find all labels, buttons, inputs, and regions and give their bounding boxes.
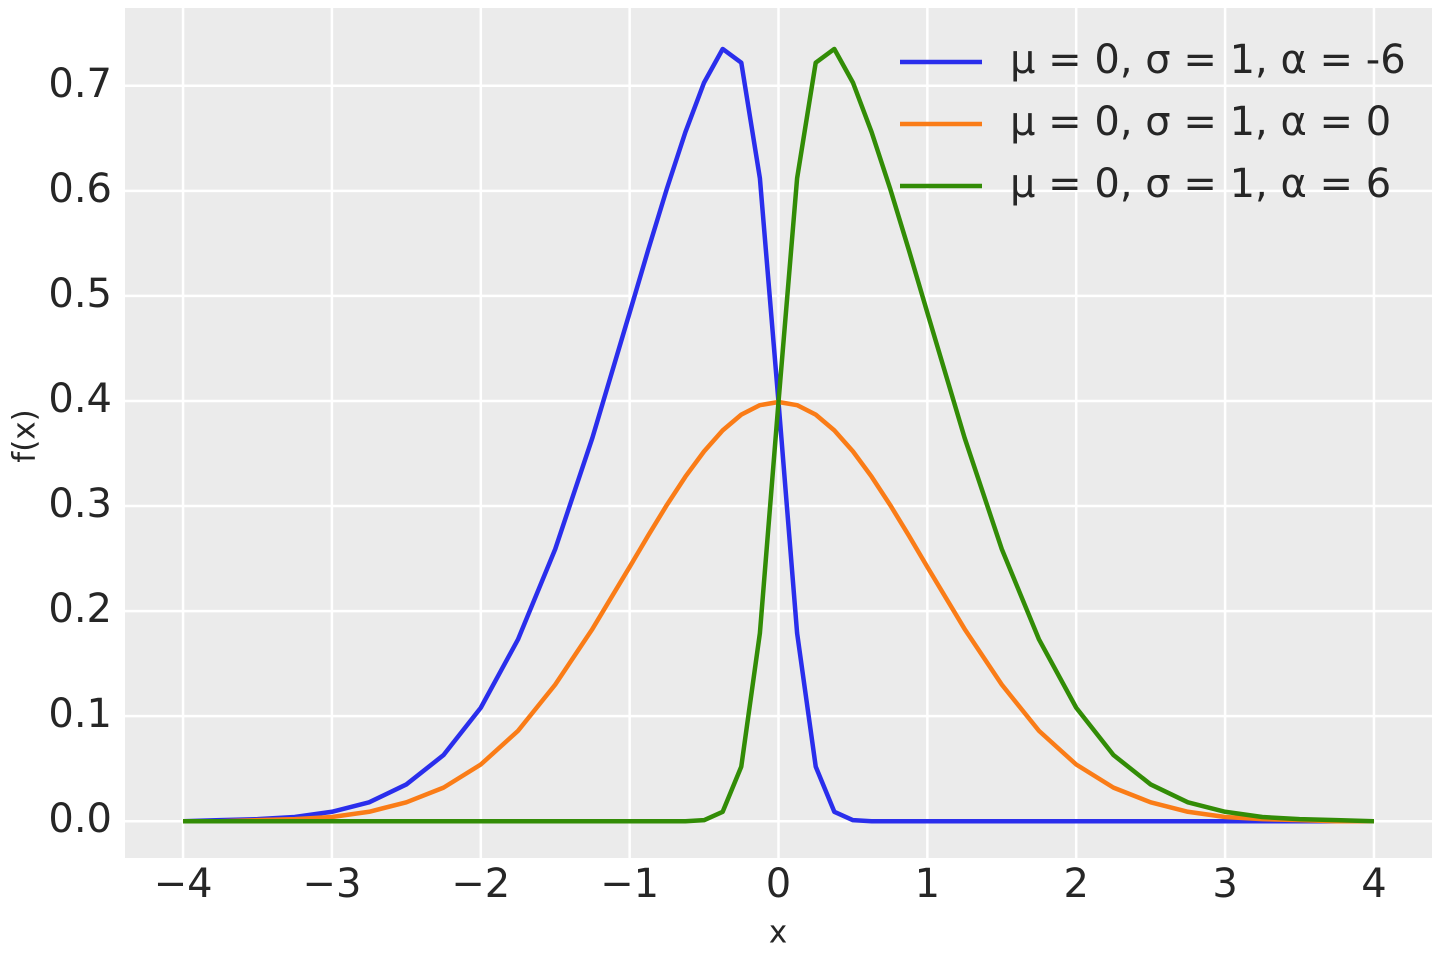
x-axis-label: x [769, 915, 787, 951]
x-tick-label: 0 [766, 861, 791, 907]
y-tick-label: 0.2 [48, 586, 112, 632]
line-series [183, 46, 1375, 824]
x-tick-label: −2 [451, 861, 510, 907]
y-axis-label: f(x) [7, 409, 43, 462]
x-tick-label: −1 [600, 861, 659, 907]
x-tick-label: 3 [1212, 861, 1237, 907]
legend-label: μ = 0, σ = 1, α = -6 [1010, 37, 1406, 83]
y-tick-label: 0.6 [48, 166, 112, 212]
y-tick-label: 0.1 [48, 691, 112, 737]
x-tick-label: 1 [915, 861, 940, 907]
y-tick-label: 0.5 [48, 271, 112, 317]
y-tick-label: 0.3 [48, 481, 112, 527]
legend-label: μ = 0, σ = 1, α = 0 [1010, 99, 1391, 145]
legend-label: μ = 0, σ = 1, α = 6 [1010, 161, 1391, 207]
y-tick-label: 0.4 [48, 376, 112, 422]
y-tick-label: 0.7 [48, 61, 112, 107]
x-tick-label: −4 [154, 861, 213, 907]
x-tick-label: 4 [1361, 861, 1386, 907]
y-tick-label: 0.0 [48, 796, 112, 842]
x-tick-label: 2 [1063, 861, 1088, 907]
x-tick-label: −3 [302, 861, 361, 907]
